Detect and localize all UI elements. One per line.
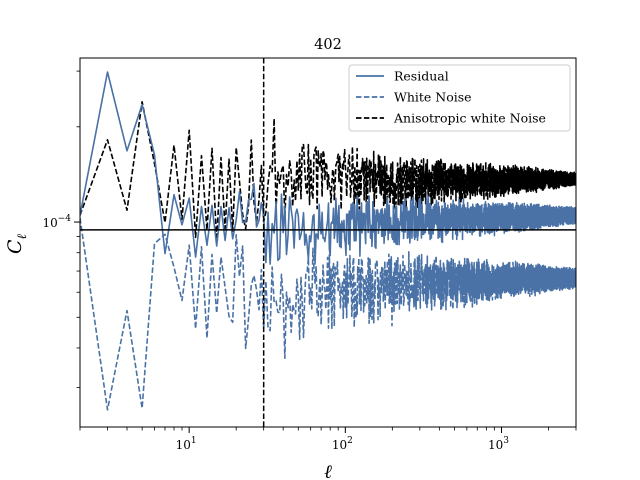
- svg-text:Cℓ: Cℓ: [4, 233, 30, 254]
- legend: Residual White Noise Anisotropic white N…: [348, 64, 571, 132]
- axes-frame: [79, 57, 577, 428]
- x-tick-label: 102: [332, 436, 353, 452]
- y-axis-label: Cℓ: [4, 233, 30, 254]
- legend-label-residual: Residual: [394, 69, 449, 84]
- y-axis-label-main: C: [4, 239, 26, 254]
- y-axis-ticks: 10−4: [42, 214, 80, 230]
- x-tick-label-base: 10: [488, 438, 503, 452]
- y-axis-label-subscript: ℓ: [15, 233, 30, 239]
- series-line-residual: [80, 71, 576, 265]
- legend-label-white-noise: White Noise: [394, 90, 472, 105]
- chart-title: 402: [314, 37, 342, 53]
- plot-area: [80, 58, 576, 427]
- x-tick-label: 103: [488, 436, 509, 452]
- x-minor-ticks: [79, 427, 577, 431]
- x-tick-label: 101: [176, 436, 197, 452]
- legend-label-anisotropic-white-noise: Anisotropic white Noise: [393, 111, 546, 126]
- series-line-white-noise: [80, 217, 576, 411]
- series-layer: [80, 71, 576, 411]
- y-tick-label-exponent: −4: [58, 214, 72, 224]
- x-tick-label-exponent: 3: [503, 436, 509, 446]
- series-line-anisotropic-white-noise: [80, 101, 576, 242]
- y-tick-label: 10−4: [42, 214, 71, 230]
- x-tick-label-exponent: 2: [347, 436, 353, 446]
- x-axis-label: ℓ: [324, 461, 332, 480]
- x-tick-label-base: 10: [332, 438, 347, 452]
- legend-frame: [348, 64, 571, 132]
- x-axis-ticks: 101 102 103: [176, 427, 509, 452]
- x-tick-label-base: 10: [176, 438, 191, 452]
- x-tick-label-exponent: 1: [191, 436, 197, 446]
- y-minor-ticks: [76, 70, 80, 388]
- y-tick-label-base: 10: [42, 216, 57, 230]
